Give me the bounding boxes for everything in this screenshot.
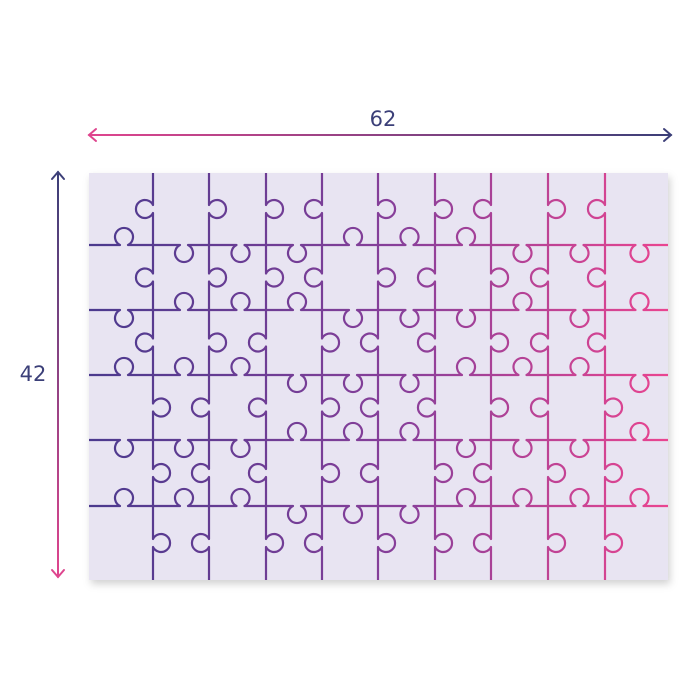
vertical-cut-line <box>190 173 228 580</box>
width-dimension-arrow <box>87 128 673 142</box>
vertical-cut-line <box>586 173 624 580</box>
width-label: 62 <box>370 107 397 131</box>
horizontal-cut-line <box>89 226 668 264</box>
horizontal-cut-line <box>89 487 668 525</box>
vertical-cut-line <box>303 173 341 580</box>
horizontal-cut-line <box>89 356 668 394</box>
vertical-cut-line <box>247 173 285 580</box>
vertical-cut-line <box>134 173 172 580</box>
height-label: 42 <box>20 362 47 386</box>
vertical-cut-line <box>359 173 397 580</box>
vertical-cut-line <box>529 173 567 580</box>
horizontal-cut-line <box>89 291 668 329</box>
height-dimension-arrow <box>51 170 65 579</box>
horizontal-cut-line <box>89 421 668 459</box>
puzzle-cut-lines <box>89 173 668 580</box>
vertical-cut-line <box>472 173 510 580</box>
vertical-cut-line <box>416 173 454 580</box>
